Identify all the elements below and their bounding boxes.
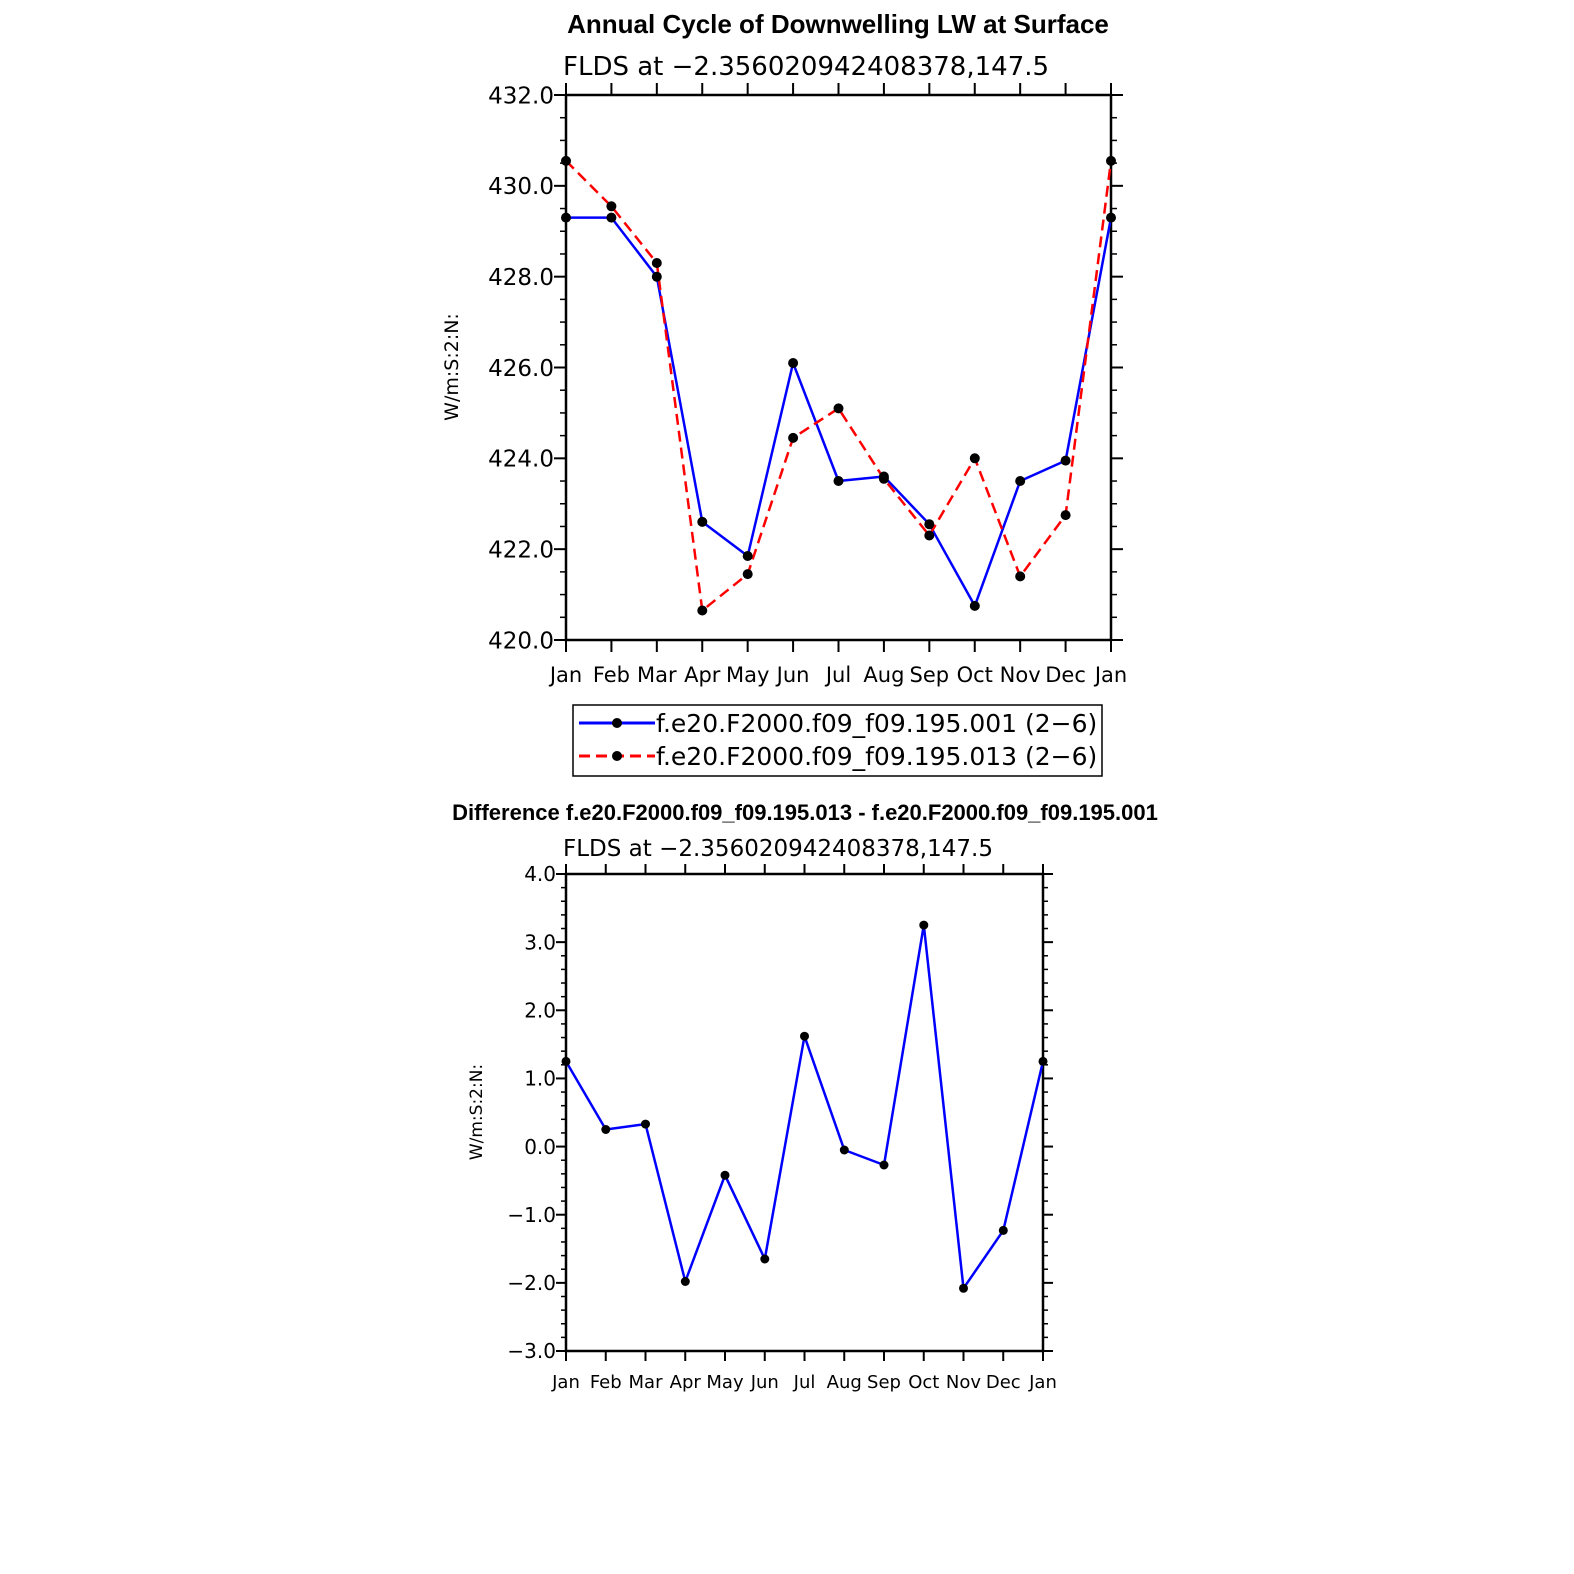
x-tick-label: Feb — [590, 1372, 622, 1393]
data-point-series-2 — [878, 473, 889, 484]
y-axis-label: W/m:S:2:N: — [467, 1064, 487, 1160]
x-tick-label: Nov — [946, 1372, 981, 1393]
x-tick-label: Jul — [824, 663, 851, 687]
y-tick-label: −2.0 — [507, 1271, 556, 1295]
y-tick-label: 1.0 — [524, 1067, 556, 1091]
data-point-series-1 — [959, 1283, 968, 1293]
data-point-series-2 — [651, 258, 662, 268]
legend-label-1: f.e20.F2000.f09_f09.195.001 (2−6) — [656, 709, 1097, 738]
data-point-series-1 — [561, 1056, 571, 1066]
x-tick-label: Dec — [986, 1372, 1021, 1393]
x-tick-label: Jun — [750, 1372, 779, 1393]
x-tick-label: Oct — [908, 1372, 939, 1393]
legend-label-2: f.e20.F2000.f09_f09.195.013 (2−6) — [656, 742, 1097, 771]
legend-box — [572, 704, 1103, 777]
x-tick-label: Feb — [593, 663, 630, 687]
x-tick-label: May — [726, 663, 769, 687]
chart-title: Annual Cycle of Downwelling LW at Surfac… — [567, 9, 1109, 39]
chart-title: Difference f.e20.F2000.f09_f09.195.013 -… — [452, 800, 1158, 825]
data-point-series-2 — [1060, 510, 1071, 521]
x-tick-label: Jul — [793, 1372, 816, 1393]
y-tick-label: 0.0 — [524, 1135, 556, 1159]
y-tick-label: 4.0 — [524, 862, 556, 886]
data-point-series-1 — [641, 1119, 650, 1129]
x-tick-label: Jan — [551, 1372, 580, 1393]
chart-subtitle: FLDS at −2.356020942408378,147.5 — [563, 836, 993, 862]
y-tick-label: 3.0 — [524, 930, 556, 954]
annual-cycle-chart: Annual Cycle of Downwelling LW at Surfac… — [441, 9, 1127, 687]
data-point-series-1 — [742, 551, 753, 561]
data-point-series-1 — [998, 1225, 1008, 1235]
data-point-series-1 — [720, 1170, 730, 1180]
legend-marker-2 — [612, 751, 622, 761]
data-point-series-1 — [651, 271, 662, 282]
data-point-series-2 — [561, 155, 571, 166]
data-point-series-1 — [561, 212, 571, 223]
data-point-series-2 — [833, 403, 844, 414]
data-point-series-2 — [924, 530, 935, 541]
y-tick-label: 420.0 — [488, 628, 554, 654]
data-point-series-1 — [924, 519, 935, 530]
data-point-series-1 — [788, 358, 799, 368]
data-point-series-2 — [1106, 155, 1116, 166]
data-point-series-2 — [969, 453, 980, 464]
x-tick-label: Aug — [863, 663, 904, 687]
data-point-series-1 — [697, 516, 708, 527]
x-tick-label: Apr — [684, 663, 721, 687]
data-point-series-1 — [879, 1160, 889, 1170]
y-tick-label: 426.0 — [488, 356, 554, 382]
data-point-series-1 — [601, 1125, 611, 1134]
x-tick-label: Dec — [1045, 663, 1086, 687]
x-tick-label: Apr — [670, 1372, 702, 1393]
data-point-series-2 — [606, 201, 617, 212]
legend-marker-1 — [612, 718, 622, 728]
x-tick-label: Jan — [1093, 663, 1127, 687]
x-tick-label: Mar — [629, 1372, 664, 1393]
y-tick-label: 2.0 — [524, 998, 556, 1022]
legend: f.e20.F2000.f09_f09.195.001 (2−6) f.e20.… — [572, 704, 1103, 777]
x-tick-label: Jan — [548, 663, 582, 687]
data-point-series-1 — [800, 1031, 809, 1041]
chart-subtitle: FLDS at −2.356020942408378,147.5 — [563, 52, 1049, 82]
y-tick-label: 428.0 — [488, 265, 554, 291]
data-point-series-1 — [1015, 476, 1026, 486]
data-point-series-1 — [833, 476, 844, 486]
y-tick-label: 430.0 — [488, 174, 554, 200]
x-tick-label: Nov — [1000, 663, 1041, 687]
x-tick-label: Mar — [637, 663, 677, 687]
y-tick-label: 422.0 — [488, 537, 554, 563]
data-point-series-2 — [1015, 571, 1026, 582]
data-point-series-1 — [760, 1254, 770, 1264]
y-tick-label: −1.0 — [507, 1203, 556, 1227]
data-point-series-2 — [788, 432, 799, 443]
x-tick-label: Oct — [957, 663, 993, 687]
y-tick-label: 432.0 — [488, 83, 554, 109]
difference-chart: Difference f.e20.F2000.f09_f09.195.013 -… — [452, 800, 1158, 1393]
x-tick-label: Sep — [867, 1372, 901, 1393]
x-tick-label: Jun — [775, 663, 810, 687]
data-point-series-1 — [919, 920, 929, 930]
x-tick-label: Sep — [910, 663, 950, 687]
y-tick-label: 424.0 — [488, 447, 554, 473]
data-point-series-1 — [969, 600, 980, 611]
plot-frame — [564, 872, 1045, 1353]
data-point-series-1 — [1106, 212, 1116, 223]
x-tick-label: Aug — [827, 1372, 862, 1393]
data-point-series-1 — [1038, 1056, 1048, 1066]
plot-frame — [564, 93, 1113, 642]
x-tick-label: Jan — [1028, 1372, 1057, 1393]
y-axis-label: W/m:S:2:N: — [441, 313, 463, 421]
data-point-series-1 — [839, 1145, 849, 1155]
data-point-series-1 — [680, 1277, 690, 1286]
data-point-series-2 — [697, 605, 708, 616]
data-point-series-1 — [606, 212, 617, 223]
y-tick-label: −3.0 — [507, 1339, 556, 1363]
x-tick-label: May — [706, 1372, 744, 1393]
data-point-series-1 — [1060, 455, 1071, 466]
data-point-series-2 — [742, 569, 753, 580]
